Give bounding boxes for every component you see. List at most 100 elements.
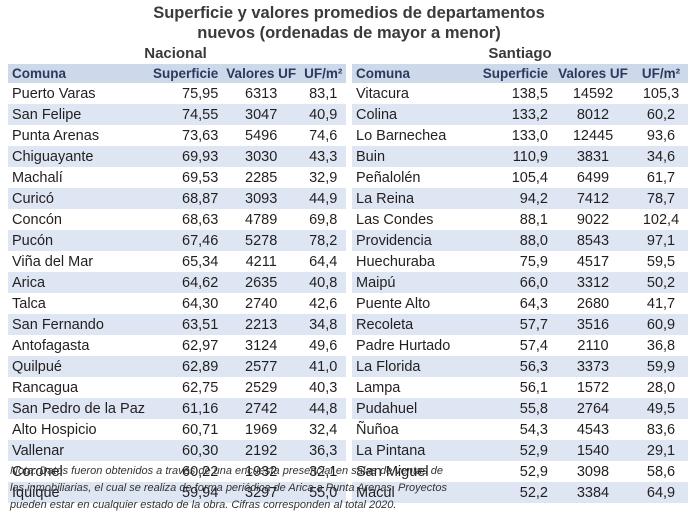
- col-header-uf-m2: UF/m²: [634, 64, 688, 83]
- table-row: Alto Hospicio 60,71 1969 32,4: [8, 419, 346, 440]
- cell-uf-m2: 102,4: [642, 211, 680, 228]
- cell-superficie: 54,3: [519, 421, 548, 438]
- cell-comuna: Huechuraba: [356, 253, 435, 270]
- cell-comuna: Peñalolén: [356, 169, 421, 186]
- cell-comuna: Puente Alto: [356, 295, 431, 312]
- cell-comuna: Alto Hospicio: [12, 421, 97, 438]
- table-row: Vitacura 138,5 14592 105,3: [352, 83, 688, 104]
- cell-superficie: 59,94: [149, 482, 223, 503]
- cell-comuna: La Pintana: [352, 440, 462, 461]
- cell-valores-uf: 2764: [552, 398, 634, 419]
- nacional-table: Comuna Superficie Valores UF UF/m² Puert…: [8, 64, 347, 503]
- cell-comuna: Rancagua: [12, 379, 79, 396]
- cell-comuna: Macul: [352, 482, 462, 503]
- cell-superficie: 138,5: [511, 85, 548, 102]
- nacional-table-body: Puerto Varas 75,95 6313 83,1 San Felipe 74,55…: [8, 83, 347, 503]
- cell-uf-m2: 78,2: [300, 230, 347, 251]
- cell-superficie: 68,63: [182, 211, 219, 228]
- table-row: Antofagasta 62,97 3124 49,6: [8, 335, 346, 356]
- nacional-heading: Nacional: [144, 45, 207, 62]
- cell-superficie: 64,62: [149, 272, 223, 293]
- cell-uf-m2: 60,9: [634, 314, 688, 335]
- cell-uf-m2: 41,7: [646, 295, 676, 312]
- cell-superficie: 88,1: [519, 211, 548, 228]
- cell-valores-uf: 3047: [222, 104, 301, 125]
- table-row: Quilpué 62,89 2577 41,0: [8, 356, 347, 377]
- table-row: Curicó 68,87 3093 44,9: [8, 188, 347, 209]
- cell-uf-m2: 40,8: [300, 272, 347, 293]
- table-row: Lampa 56,1 1572 28,0: [352, 377, 688, 398]
- cell-superficie: 133,0: [511, 127, 548, 144]
- table-row: Recoleta 57,7 3516 60,9: [352, 314, 688, 335]
- cell-comuna: Vitacura: [356, 85, 409, 102]
- cell-superficie: 62,97: [182, 337, 219, 354]
- cell-valores-uf: 2577: [222, 356, 301, 377]
- cell-superficie: 68,87: [149, 188, 223, 209]
- table-row: Vallenar 60,30 2192 36,3: [8, 440, 347, 461]
- title-line-2: nuevos (ordenadas de mayor a menor): [197, 24, 501, 42]
- cell-comuna: Concón: [12, 211, 62, 228]
- cell-comuna: Antofagasta: [12, 337, 90, 354]
- cell-comuna: Colina: [352, 104, 462, 125]
- cell-superficie: 60,71: [182, 421, 219, 438]
- col-header-uf-m2: UF/m²: [300, 64, 347, 83]
- cell-superficie: 105,4: [511, 169, 548, 186]
- cell-superficie: 55,8: [462, 398, 552, 419]
- cell-superficie: 56,3: [462, 356, 552, 377]
- cell-valores-uf: 1932: [245, 463, 278, 480]
- cell-uf-m2: 58,6: [646, 463, 676, 480]
- cell-uf-m2: 41,0: [300, 356, 347, 377]
- table-row: San Felipe 74,55 3047 40,9: [8, 104, 347, 125]
- cell-valores-uf: 5278: [222, 230, 301, 251]
- cell-superficie: 62,89: [149, 356, 223, 377]
- cell-superficie: 69,53: [182, 169, 219, 186]
- table-row: Colina 133,2 8012 60,2: [352, 104, 688, 125]
- cell-valores-uf: 4789: [245, 211, 278, 228]
- footnote-line: Nota: Datos fueron obtenidos a través de…: [10, 465, 443, 477]
- cell-valores-uf: 12445: [572, 127, 614, 144]
- cell-superficie: 73,63: [182, 127, 219, 144]
- cell-superficie: 62,75: [182, 379, 219, 396]
- cell-superficie: 75,95: [182, 85, 219, 102]
- cell-uf-m2: 105,3: [642, 85, 680, 102]
- cell-superficie: 69,93: [149, 146, 223, 167]
- title-line-1: Superficie y valores promedios de depart…: [153, 4, 545, 22]
- cell-superficie: 64,30: [182, 295, 219, 312]
- table-row: Puente Alto 64,3 2680 41,7: [352, 293, 688, 314]
- cell-uf-m2: 93,6: [646, 127, 676, 144]
- cell-valores-uf: 3030: [222, 146, 301, 167]
- table-row: Ñuñoa 54,3 4543 83,6: [352, 419, 688, 440]
- table-row: Arica 64,62 2635 40,8: [8, 272, 347, 293]
- cell-valores-uf: 6313: [245, 85, 278, 102]
- cell-valores-uf: 4211: [245, 253, 277, 270]
- cell-superficie: 57,7: [462, 314, 552, 335]
- table-row: Lo Barnechea 133,0 12445 93,6: [352, 125, 688, 146]
- table-row: Providencia 88,0 8543 97,1: [352, 230, 688, 251]
- table-row: La Reina 94,2 7412 78,7: [352, 188, 688, 209]
- cell-valores-uf: 8012: [552, 104, 634, 125]
- cell-valores-uf: 2635: [222, 272, 301, 293]
- cell-uf-m2: 42,6: [309, 295, 338, 312]
- col-header-valores-uf: Valores UF: [552, 64, 634, 83]
- table-header-row: Comuna Superficie Valores UF UF/m²: [8, 64, 347, 83]
- cell-uf-m2: 34,6: [634, 146, 688, 167]
- cell-uf-m2: 64,9: [634, 482, 688, 503]
- cell-valores-uf: 2285: [245, 169, 278, 186]
- cell-superficie: 75,9: [519, 253, 548, 270]
- cell-valores-uf: 2110: [577, 337, 609, 354]
- cell-superficie: 88,0: [462, 230, 552, 251]
- cell-valores-uf: 3124: [245, 337, 278, 354]
- cell-valores-uf: 3373: [552, 356, 634, 377]
- table-row: Macul 52,2 3384 64,9: [352, 482, 688, 503]
- table-row: Coronel 60,22 1932 32,1: [8, 461, 346, 482]
- cell-superficie: 133,2: [462, 104, 552, 125]
- cell-uf-m2: 78,7: [634, 188, 688, 209]
- cell-comuna: Quilpué: [8, 356, 150, 377]
- cell-comuna: Las Condes: [356, 211, 434, 228]
- cell-uf-m2: 64,4: [309, 253, 338, 270]
- cell-superficie: 110,9: [462, 146, 552, 167]
- cell-comuna: Punta Arenas: [12, 127, 100, 144]
- cell-comuna: Maipú: [352, 272, 462, 293]
- cell-uf-m2: 49,6: [309, 337, 338, 354]
- cell-comuna: Iquique: [8, 482, 150, 503]
